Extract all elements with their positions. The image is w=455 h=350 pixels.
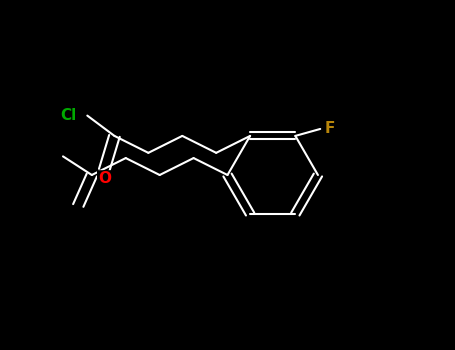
Text: O: O (98, 171, 111, 186)
Text: Cl: Cl (60, 108, 76, 123)
Text: F: F (325, 121, 335, 136)
